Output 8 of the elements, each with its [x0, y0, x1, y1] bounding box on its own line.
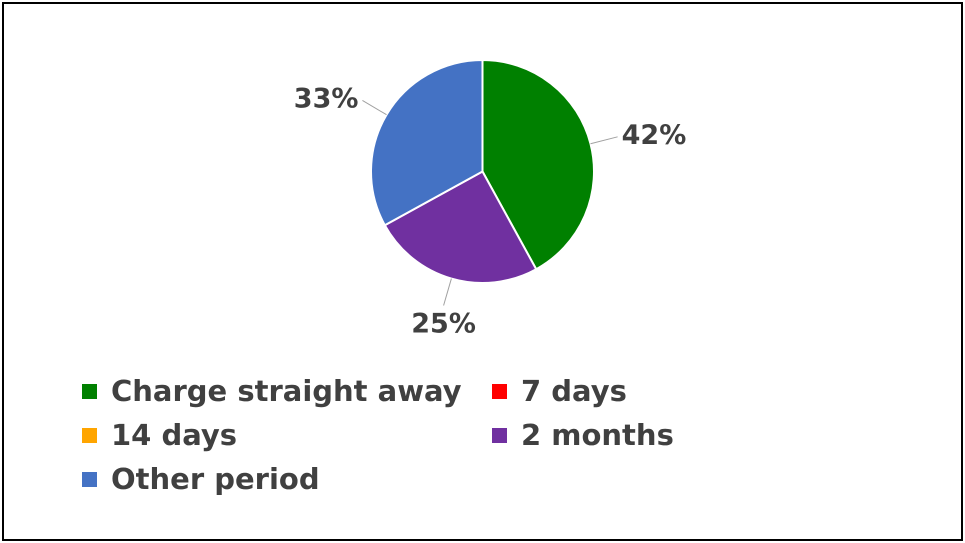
data-label: 33% — [294, 84, 358, 115]
legend-label: Other period — [111, 462, 320, 496]
data-label: 25% — [411, 308, 476, 340]
legend-label: Charge straight away — [111, 374, 462, 408]
legend-label: 7 days — [521, 374, 627, 408]
legend-label: 2 months — [521, 418, 674, 452]
legend-label: 14 days — [111, 418, 238, 452]
data-label: 42% — [622, 120, 686, 151]
